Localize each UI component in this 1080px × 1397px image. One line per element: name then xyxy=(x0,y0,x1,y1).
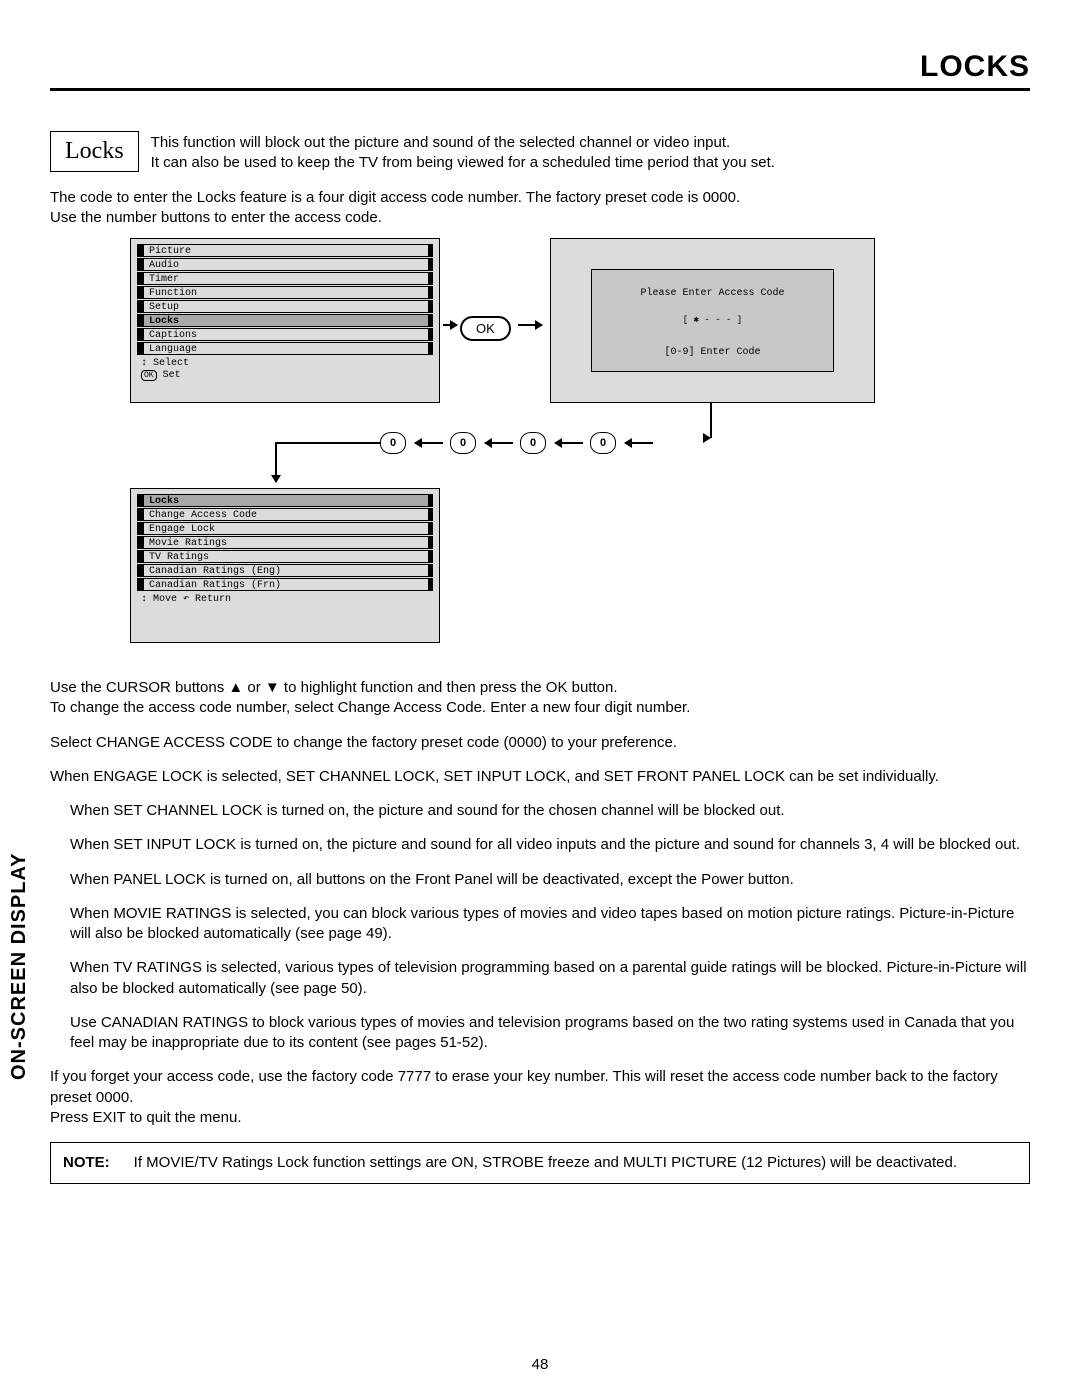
intro-line2: It can also be used to keep the TV from … xyxy=(151,153,775,173)
body-p12: Press EXIT to quit the menu. xyxy=(50,1109,241,1126)
arrow-icon xyxy=(555,442,583,444)
code-para-line1: The code to enter the Locks feature is a… xyxy=(50,189,740,206)
osd-main-menu: PictureAudioTimerFunctionSetupLocksCapti… xyxy=(130,238,440,403)
body-p2: To change the access code number, select… xyxy=(50,699,690,716)
note-text: If MOVIE/TV Ratings Lock function settin… xyxy=(134,1153,957,1173)
body-p1: Use the CURSOR buttons ▲ or ▼ to highlig… xyxy=(50,679,618,696)
side-tab-label: ON-SCREEN DISPLAY xyxy=(8,853,31,1080)
digit-button: 0 xyxy=(380,432,406,454)
main-menu-item: Captions xyxy=(137,328,433,341)
access-hint: [0-9] Enter Code xyxy=(592,347,833,358)
body-p8: When MOVIE RATINGS is selected, you can … xyxy=(50,904,1030,945)
locks-menu-item: Movie Ratings xyxy=(137,536,433,549)
body-p3: Select CHANGE ACCESS CODE to change the … xyxy=(50,733,1030,753)
arrow-icon xyxy=(415,442,443,444)
locks-menu-header: Locks xyxy=(137,494,433,507)
osd-access-code: Please Enter Access Code [ ✱ - - - ] [0-… xyxy=(550,238,875,403)
page-title: LOCKS xyxy=(50,50,1030,91)
menu-footer-select: ↕ Select xyxy=(141,358,189,369)
main-menu-item: Setup xyxy=(137,300,433,313)
intro-text: This function will block out the picture… xyxy=(151,131,775,174)
locks-menu-item: Canadian Ratings (Eng) xyxy=(137,564,433,577)
intro-line1: This function will block out the picture… xyxy=(151,133,775,153)
connector-line xyxy=(275,442,380,444)
main-menu-item: Locks xyxy=(137,314,433,327)
menu-footer-set: Set xyxy=(163,370,181,381)
arrow-icon xyxy=(485,442,513,444)
main-menu-item: Timer xyxy=(137,272,433,285)
body-p7: When PANEL LOCK is turned on, all button… xyxy=(50,870,1030,890)
main-menu-item: Function xyxy=(137,286,433,299)
body-p6: When SET INPUT LOCK is turned on, the pi… xyxy=(50,835,1030,855)
main-menu-item: Picture xyxy=(137,244,433,257)
osd-locks-submenu: Locks Change Access CodeEngage LockMovie… xyxy=(130,488,440,643)
body-p5: When SET CHANNEL LOCK is turned on, the … xyxy=(50,801,1030,821)
access-prompt: Please Enter Access Code xyxy=(592,288,833,299)
page-number: 48 xyxy=(0,1356,1080,1373)
body-p9: When TV RATINGS is selected, various typ… xyxy=(50,958,1030,999)
locks-menu-item: Change Access Code xyxy=(137,508,433,521)
locks-heading-box: Locks xyxy=(50,131,139,172)
ok-button: OK xyxy=(460,316,511,341)
digit-button: 0 xyxy=(520,432,546,454)
locks-menu-item: Canadian Ratings (Frn) xyxy=(137,578,433,591)
arrow-icon xyxy=(625,442,653,444)
body-p10: Use CANADIAN RATINGS to block various ty… xyxy=(50,1013,1030,1054)
arrow-icon xyxy=(518,324,542,326)
arrow-icon xyxy=(275,442,277,482)
code-paragraph: The code to enter the Locks feature is a… xyxy=(50,188,1030,229)
body-p4: When ENGAGE LOCK is selected, SET CHANNE… xyxy=(50,767,1030,787)
flow-diagram: PictureAudioTimerFunctionSetupLocksCapti… xyxy=(50,238,1030,658)
locks-menu-item: TV Ratings xyxy=(137,550,433,563)
note-label: NOTE: xyxy=(63,1153,110,1173)
main-menu-item: Language xyxy=(137,342,433,355)
body-text: Use the CURSOR buttons ▲ or ▼ to highlig… xyxy=(50,678,1030,1128)
locks-menu-item: Engage Lock xyxy=(137,522,433,535)
body-p11: If you forget your access code, use the … xyxy=(50,1068,998,1105)
note-box: NOTE: If MOVIE/TV Ratings Lock function … xyxy=(50,1142,1030,1184)
arrow-icon xyxy=(443,324,457,326)
locks-menu-footer: ↕ Move ↶ Return xyxy=(131,592,439,610)
access-code-mask: [ ✱ - - - ] xyxy=(592,315,833,325)
main-menu-item: Audio xyxy=(137,258,433,271)
digit-button: 0 xyxy=(450,432,476,454)
digit-button: 0 xyxy=(590,432,616,454)
code-para-line2: Use the number buttons to enter the acce… xyxy=(50,209,382,226)
